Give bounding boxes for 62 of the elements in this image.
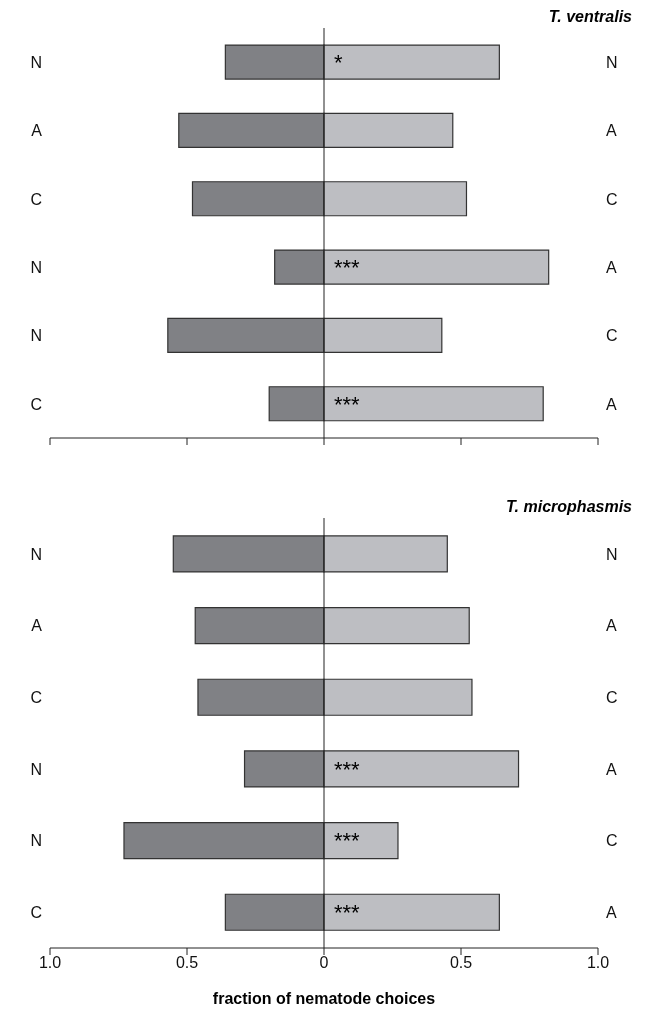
bar — [323, 750, 520, 788]
y-tick-label: N — [30, 545, 42, 563]
bar — [274, 249, 325, 285]
bar — [178, 112, 325, 149]
y-tick-label: N — [30, 760, 42, 778]
bar — [268, 386, 325, 422]
bar — [197, 678, 325, 716]
y2-tick-label: A — [606, 258, 617, 276]
y2-tick-label: C — [606, 190, 618, 208]
x-axis-title: fraction of nematode choices — [211, 990, 437, 1008]
y2-tick-label: C — [606, 832, 618, 850]
bar — [323, 386, 544, 422]
x-tick-label: 0.5 — [449, 954, 473, 972]
data-label: *** — [334, 828, 361, 854]
bar — [172, 535, 325, 573]
bar — [323, 44, 500, 80]
bar — [243, 750, 325, 788]
x-tick-label: 1.0 — [38, 954, 62, 972]
bar — [323, 112, 454, 149]
bar — [123, 821, 325, 860]
data-label: *** — [334, 756, 361, 782]
bar — [224, 893, 325, 931]
data-label: * — [334, 49, 343, 75]
y-tick-label: C — [30, 688, 42, 706]
y2-tick-label: N — [606, 545, 618, 563]
y-tick-label: N — [30, 258, 42, 276]
bar — [191, 181, 325, 217]
bar — [323, 535, 448, 573]
y2-tick-label: N — [606, 53, 618, 71]
chart-title: T. microphasmis — [505, 498, 633, 517]
chart-title: T. ventralis — [547, 8, 633, 27]
y2-tick-label: A — [606, 617, 617, 635]
data-label: *** — [334, 254, 361, 280]
y2-tick-label: A — [606, 395, 617, 413]
y-tick-label: C — [30, 903, 42, 921]
y-tick-label: N — [30, 53, 42, 71]
x-tick-label: 0 — [319, 954, 329, 972]
y2-tick-label: A — [606, 122, 617, 140]
bar — [323, 317, 443, 354]
x-tick-label: 0.5 — [175, 954, 199, 972]
bar — [323, 249, 550, 285]
y-tick-label: A — [31, 617, 43, 635]
bar — [167, 317, 325, 354]
y2-tick-label: A — [606, 903, 617, 921]
y-tick-label: N — [30, 832, 42, 850]
y-tick-label: C — [30, 190, 42, 208]
y-tick-label: A — [31, 122, 43, 140]
bar — [323, 893, 500, 931]
bar — [323, 821, 399, 860]
y-tick-label: C — [30, 395, 42, 413]
y2-tick-label: C — [606, 688, 618, 706]
bar — [323, 606, 470, 645]
data-label: *** — [334, 900, 361, 926]
bar — [323, 678, 473, 716]
y2-tick-label: A — [606, 760, 617, 778]
y2-tick-label: C — [606, 327, 618, 345]
bar — [224, 44, 325, 80]
y-tick-label: N — [30, 327, 42, 345]
x-tick-label: 1.0 — [586, 954, 610, 972]
data-label: *** — [334, 391, 361, 417]
bar — [323, 181, 468, 217]
bar — [194, 606, 325, 645]
